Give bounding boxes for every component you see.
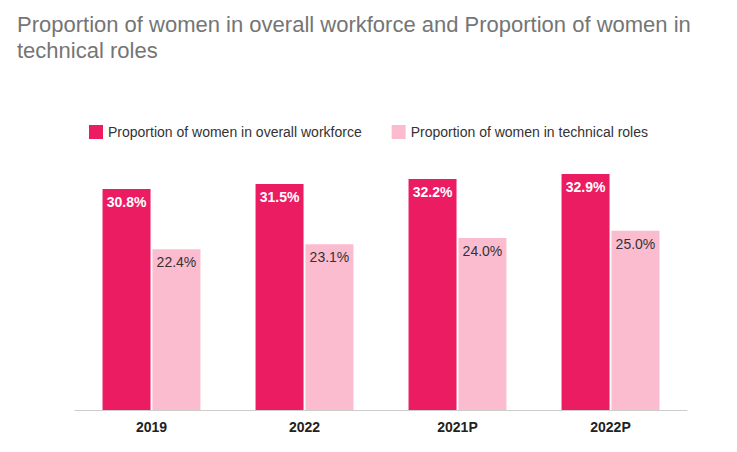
svg-text:31.5%: 31.5%	[260, 189, 300, 205]
svg-text:25.0%: 25.0%	[616, 236, 656, 252]
svg-text:32.2%: 32.2%	[413, 184, 453, 200]
svg-text:technical roles: technical roles	[17, 38, 158, 63]
svg-text:30.8%: 30.8%	[107, 194, 147, 210]
svg-text:32.9%: 32.9%	[566, 179, 606, 195]
svg-text:2022P: 2022P	[590, 419, 630, 435]
svg-text:23.1%: 23.1%	[310, 249, 350, 265]
svg-text:2022: 2022	[289, 419, 320, 435]
svg-text:Proportion of women in overall: Proportion of women in overall workforce…	[17, 12, 697, 37]
svg-text:2021P: 2021P	[437, 419, 477, 435]
svg-text:2019: 2019	[136, 419, 167, 435]
svg-text:Proportion of women in technic: Proportion of women in technical roles	[411, 124, 648, 140]
svg-text:Proportion of women in overall: Proportion of women in overall workforce	[108, 124, 362, 140]
svg-text:22.4%: 22.4%	[157, 254, 197, 270]
svg-text:24.0%: 24.0%	[463, 243, 503, 259]
